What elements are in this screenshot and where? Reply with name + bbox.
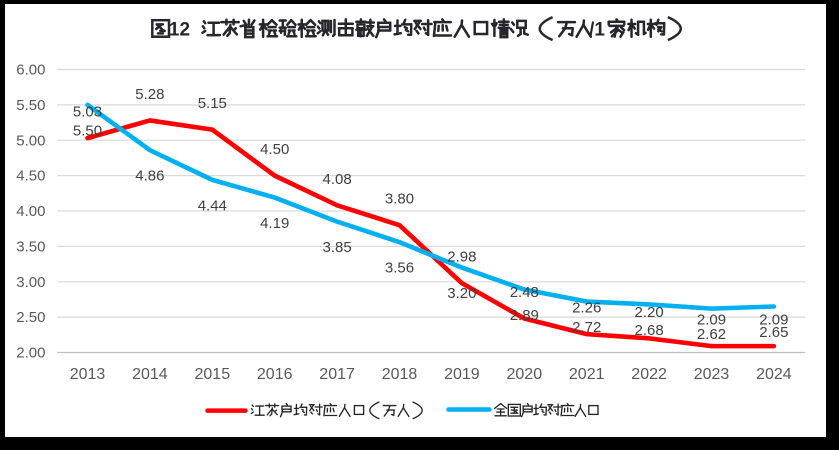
- svg-text:5.28: 5.28: [135, 86, 164, 103]
- svg-text:2.20: 2.20: [634, 304, 663, 321]
- svg-text:3.56: 3.56: [385, 260, 414, 277]
- svg-text:2.89: 2.89: [510, 307, 539, 324]
- svg-text:5.50: 5.50: [73, 122, 102, 139]
- svg-text:12: 12: [169, 19, 190, 40]
- svg-text:2.72: 2.72: [572, 319, 601, 336]
- svg-text:3.20: 3.20: [447, 285, 476, 302]
- svg-text:2.00: 2.00: [16, 345, 45, 362]
- svg-text:2017: 2017: [319, 366, 355, 383]
- svg-text:2.62: 2.62: [697, 326, 726, 343]
- svg-text:4.00: 4.00: [16, 203, 45, 220]
- svg-text:2023: 2023: [694, 366, 730, 383]
- svg-text:6.00: 6.00: [16, 62, 45, 79]
- svg-text:2018: 2018: [382, 366, 418, 383]
- svg-text:2.09: 2.09: [697, 312, 726, 329]
- svg-text:3.00: 3.00: [16, 274, 45, 291]
- svg-text:5.50: 5.50: [16, 97, 45, 114]
- svg-text:5.00: 5.00: [16, 132, 45, 149]
- svg-text:2024: 2024: [756, 366, 792, 383]
- svg-text:2016: 2016: [257, 366, 293, 383]
- svg-text:/1: /1: [589, 19, 605, 40]
- svg-text:2022: 2022: [631, 366, 667, 383]
- svg-text:2013: 2013: [70, 366, 106, 383]
- svg-text:2.65: 2.65: [759, 324, 788, 341]
- svg-text:4.50: 4.50: [260, 141, 289, 158]
- svg-text:2.98: 2.98: [447, 249, 476, 266]
- svg-text:2020: 2020: [507, 366, 543, 383]
- svg-text:4.86: 4.86: [135, 168, 164, 185]
- svg-text:2019: 2019: [444, 366, 480, 383]
- svg-text:2.48: 2.48: [510, 284, 539, 301]
- svg-text:5.15: 5.15: [198, 95, 227, 112]
- svg-text:2.26: 2.26: [572, 300, 601, 317]
- svg-text:4.44: 4.44: [198, 197, 227, 214]
- svg-text:4.19: 4.19: [260, 215, 289, 232]
- svg-text:2.68: 2.68: [634, 322, 663, 339]
- svg-text:4.50: 4.50: [16, 168, 45, 185]
- svg-text:3.85: 3.85: [322, 239, 351, 256]
- svg-text:2015: 2015: [195, 366, 231, 383]
- svg-text:2.09: 2.09: [759, 312, 788, 329]
- svg-text:2.50: 2.50: [16, 309, 45, 326]
- svg-text:2021: 2021: [569, 366, 605, 383]
- svg-text:3.50: 3.50: [16, 239, 45, 256]
- svg-text:3.80: 3.80: [385, 191, 414, 208]
- svg-text:4.08: 4.08: [322, 171, 351, 188]
- svg-text:2014: 2014: [132, 366, 168, 383]
- svg-text:5.03: 5.03: [73, 104, 102, 121]
